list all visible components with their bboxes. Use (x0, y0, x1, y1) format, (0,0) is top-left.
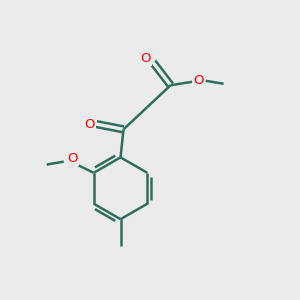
Text: O: O (85, 118, 95, 130)
Text: O: O (193, 74, 204, 87)
Text: O: O (67, 152, 77, 165)
Text: O: O (140, 52, 151, 65)
